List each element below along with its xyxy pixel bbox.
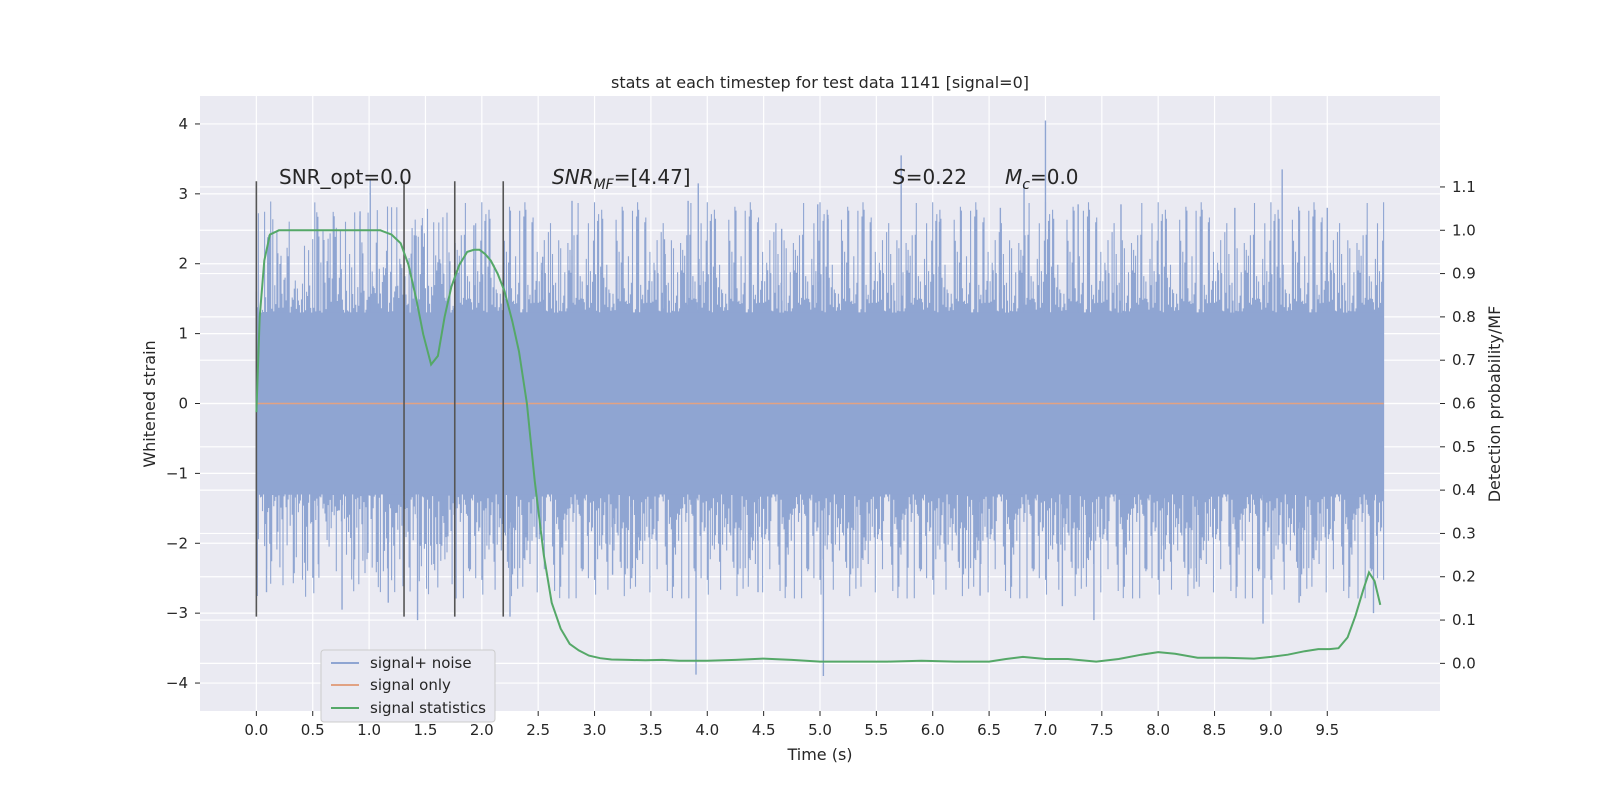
x-tick-label-0-0: 0.0 [244, 721, 268, 739]
x-tick-label-3-0: 3.0 [583, 721, 607, 739]
y2-tick-label-0-0: 0.0 [1452, 654, 1476, 672]
x-tick-label-2-0: 2.0 [470, 721, 494, 739]
y2-tick-label-0-7: 0.7 [1452, 351, 1476, 369]
y2-tick-label-0-4: 0.4 [1452, 481, 1476, 499]
y2-tick-label-0-5: 0.5 [1452, 438, 1476, 456]
y2-tick-label-1-1: 1.1 [1452, 178, 1476, 196]
annotation-mc: Mc=0.0 [1005, 165, 1079, 193]
y-tick-label-5: −1 [166, 464, 188, 482]
y2-tick-label-0-1: 0.1 [1452, 611, 1476, 629]
y-ticks: 4 3 2 1 0 −1 −2 −3 −4 [166, 115, 200, 692]
mc-value: =0.0 [1030, 165, 1079, 189]
annotation-s-stat: S=0.22 [893, 165, 967, 189]
x-tick-label-1-5: 1.5 [414, 721, 438, 739]
snr-mf-value: =[4.47] [614, 165, 691, 189]
annotation-snr-mf: SNRMF=[4.47] [552, 165, 691, 193]
y-tick-label-6: −2 [166, 534, 188, 552]
y2-tick-label-0-9: 0.9 [1452, 265, 1476, 283]
x-tick-label-9-5: 9.5 [1315, 721, 1339, 739]
s-stat-label: S [893, 165, 906, 189]
y2-ticks: 1.1 1.0 0.9 0.8 0.7 0.6 0.5 0.4 0.3 0.2 0.1 0.0 [1440, 178, 1476, 672]
x-tick-label-7-5: 7.5 [1090, 721, 1114, 739]
y2-tick-label-0-2: 0.2 [1452, 568, 1476, 586]
x-tick-label-5-5: 5.5 [864, 721, 888, 739]
mc-sub: c [1022, 177, 1030, 193]
x-tick-label-4-0: 4.0 [695, 721, 719, 739]
x-axis-label: Time (s) [786, 745, 852, 764]
legend-box [320, 649, 496, 723]
legend-label-signal-only: signal only [370, 676, 451, 694]
y-tick-label-0: 4 [178, 115, 188, 133]
y2-tick-label-0-6: 0.6 [1452, 395, 1476, 413]
x-tick-label-1-0: 1.0 [357, 721, 381, 739]
x-tick-label-7-0: 7.0 [1034, 721, 1058, 739]
y-tick-label-4: 0 [178, 395, 188, 413]
x-tick-label-0-5: 0.5 [301, 721, 325, 739]
x-tick-label-9-0: 9.0 [1259, 721, 1283, 739]
s-stat-value: =0.22 [906, 165, 967, 189]
snr-mf-sub: MF [594, 177, 615, 193]
x-tick-label-6-0: 6.0 [921, 721, 945, 739]
x-tick-label-8-5: 8.5 [1203, 721, 1227, 739]
legend-label-signal-noise: signal+ noise [370, 654, 472, 672]
legend-label-signal-statistics: signal statistics [370, 699, 486, 717]
x-tick-label-8-0: 8.0 [1146, 721, 1170, 739]
y-tick-label-8: −4 [166, 674, 188, 692]
x-tick-label-5-0: 5.0 [808, 721, 832, 739]
y-tick-label-7: −3 [166, 604, 188, 622]
y2-axis-label: Detection probability/MF [1485, 306, 1504, 503]
y2-tick-label-1-0: 1.0 [1452, 221, 1476, 239]
x-tick-label-4-5: 4.5 [752, 721, 776, 739]
y-tick-label-2: 2 [178, 255, 188, 273]
y-axis-label: Whitened strain [140, 340, 159, 467]
y2-tick-label-0-8: 0.8 [1452, 308, 1476, 326]
x-tick-label-3-5: 3.5 [639, 721, 663, 739]
y2-tick-label-0-3: 0.3 [1452, 524, 1476, 542]
signal-statistics-line [255, 229, 1382, 663]
annotation-snr-opt: SNR_opt=0.0 [279, 165, 412, 189]
mc-base: M [1005, 165, 1022, 189]
x-tick-label-6-5: 6.5 [977, 721, 1001, 739]
x-ticks: 0.0 0.5 1.0 1.5 2.0 2.5 3.0 3.5 4.0 4.5 5.0 5.5 6.0 6… [244, 711, 1339, 739]
chart-title: stats at each timestep for test data 114… [611, 73, 1029, 92]
y-tick-label-1: 3 [178, 185, 188, 203]
y-tick-label-3: 1 [178, 325, 188, 343]
x-tick-label-2-5: 2.5 [526, 721, 550, 739]
snr-mf-base: SNR [552, 165, 594, 189]
legend: signal+ noise signal only signal statist… [320, 649, 496, 723]
